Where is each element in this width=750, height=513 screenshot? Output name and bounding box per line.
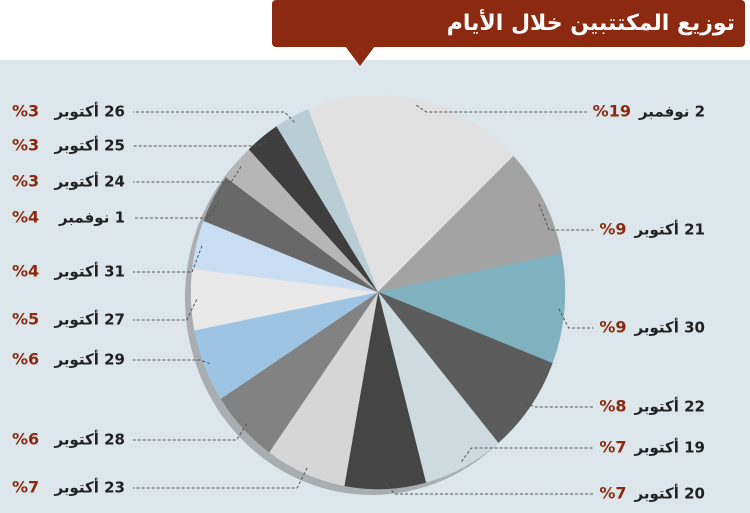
category-label: 22 أكتوبر	[634, 397, 705, 416]
category-label: 27 أكتوبر	[54, 310, 125, 329]
category-label: 2 نوفمبر	[638, 103, 705, 121]
leader-line	[538, 203, 594, 231]
category-label: 1 نوفمبر	[58, 209, 125, 227]
leader-line	[133, 200, 219, 219]
leader-line	[416, 104, 587, 113]
value-label: %3	[12, 136, 39, 155]
category-label: 24 أكتوبر	[54, 172, 125, 191]
category-label: 28 أكتوبر	[54, 430, 125, 449]
leader-line	[133, 423, 248, 441]
pie-slice	[377, 253, 566, 364]
value-label: %6	[12, 350, 39, 369]
pie-slice	[276, 109, 379, 293]
value-label: %9	[599, 318, 626, 337]
category-label: 30 أكتوبر	[634, 318, 705, 337]
value-label: %3	[12, 102, 39, 121]
leader-line	[525, 402, 594, 408]
leader-line	[133, 166, 242, 183]
leader-line	[133, 141, 267, 147]
value-label: %4	[12, 208, 39, 227]
category-label: 21 أكتوبر	[634, 220, 705, 239]
leader-line	[558, 308, 594, 329]
value-label: %7	[599, 438, 626, 457]
category-label: 19 أكتوبر	[634, 438, 705, 457]
value-label: %3	[12, 172, 39, 191]
value-label: %6	[12, 430, 39, 449]
leader-line	[133, 467, 308, 489]
value-label: %19	[593, 102, 631, 121]
leader-line	[133, 359, 210, 365]
pie-slice	[377, 155, 562, 293]
category-label: 25 أكتوبر	[54, 136, 125, 155]
leader-line	[461, 447, 594, 462]
value-label: %8	[599, 397, 626, 416]
leader-line	[133, 245, 203, 273]
category-label: 20 أكتوبر	[634, 484, 705, 503]
leader-line	[133, 111, 295, 123]
category-label: 29 أكتوبر	[54, 350, 125, 369]
title-box	[272, 0, 745, 47]
pie-slice	[377, 291, 553, 444]
value-label: %7	[12, 478, 39, 497]
value-label: %5	[12, 310, 39, 329]
value-label: %7	[599, 484, 626, 503]
chart-title: توزيع المكتتبين خلال الأيام	[447, 8, 735, 36]
leader-line	[384, 482, 594, 495]
value-label: %9	[599, 220, 626, 239]
category-label: 23 أكتوبر	[54, 478, 125, 497]
category-label: 26 أكتوبر	[54, 102, 125, 121]
title-pointer	[345, 46, 375, 66]
category-label: 31 أكتوبر	[54, 262, 125, 281]
leader-line	[133, 299, 198, 321]
value-label: %4	[12, 262, 39, 281]
